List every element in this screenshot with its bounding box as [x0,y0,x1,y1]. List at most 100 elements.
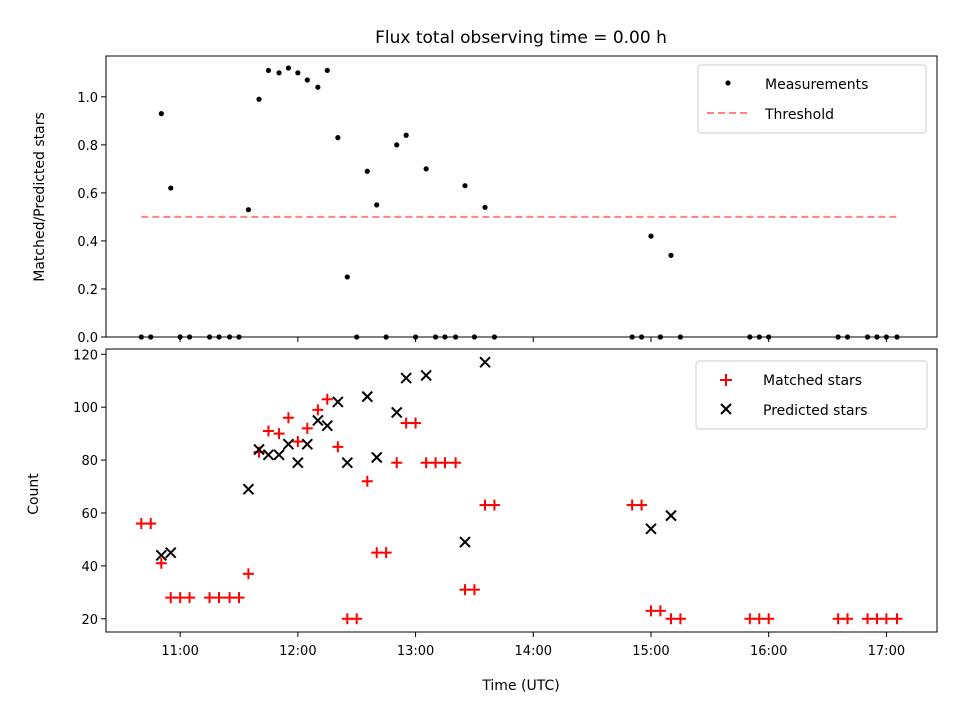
predicted-star-point [665,509,677,522]
legend-predicted-marker [720,403,732,415]
matched-star-point [488,499,500,511]
bottom-y-tick-label: 100 [73,401,98,416]
top-legend-box [697,64,927,134]
bottom-y-tick-label: 60 [81,507,98,522]
measurement-point [374,202,380,208]
predicted-star-point [361,390,374,403]
matched-star-point [753,613,765,625]
legend-measurements-marker [725,80,731,86]
matched-star-point [439,457,451,469]
matched-star-point [351,613,363,625]
top-y-tick-label: 1.0 [77,91,98,106]
matched-star-point [361,475,373,487]
predicted-star-point [262,449,275,461]
matched-star-point [262,425,274,437]
predicted-star-point [253,443,265,456]
matched-star-point [174,592,186,604]
measurement-point [265,67,272,74]
legend-threshold-label: Threshold [764,107,834,123]
legend-predicted-label: Predicted stars [763,403,868,419]
top-y-tick-label: 0.0 [77,331,98,346]
matched-star-point [282,412,294,424]
matched-star-point [242,568,254,580]
predicted-star-point [165,546,177,559]
matched-star-point [468,584,480,596]
predicted-star-point [292,457,304,469]
matched-star-point [273,428,285,440]
top-y-tick-label: 0.4 [77,235,98,250]
measurement-point [168,185,174,191]
matched-star-point [842,613,854,625]
measurement-point [285,65,292,71]
matched-star-point [224,592,236,604]
measurement-point [462,183,468,189]
matched-star-point [420,457,432,469]
measurement-point [295,70,301,76]
predicted-star-point [242,483,255,495]
top-axes-frame [105,55,938,338]
bottom-y-axis-label: Count [26,473,42,515]
matched-star-point [145,518,157,530]
measurement-point [394,142,400,148]
measurement-point [648,233,654,239]
matched-star-point [233,592,245,604]
predicted-star-point [459,536,471,548]
predicted-star-point [341,457,354,469]
top-chart-title: Flux total observing time = 0.00 h [375,28,667,48]
measurement-point [344,274,350,280]
predicted-star-point [371,451,383,464]
matched-star-point [674,613,686,625]
top-legend: Measurements Threshold [697,64,927,134]
matched-star-point [654,605,666,617]
measurement-point [315,84,321,90]
x-tick-label: 14:00 [515,644,552,659]
legend-matched-marker [720,374,732,386]
matched-star-point [332,441,344,453]
bottom-y-tick-label: 120 [73,348,98,363]
matched-star-point [213,592,225,604]
top-y-axis-label: Matched/Predicted stars [32,112,48,282]
matched-star-point [204,592,216,604]
matched-star-point [165,592,177,604]
predicted-star-point [391,406,403,419]
matched-star-point [321,393,333,405]
matched-star-point [391,457,403,469]
matched-star-point [380,547,392,559]
matched-star-point [626,499,638,511]
bottom-axes: 20 40 60 80 100 120 11:00 12:00 13:00 14:00 15:00 1… [73,348,905,659]
matched-star-point [400,417,412,429]
matched-star-point [832,613,844,625]
x-tick-label: 15:00 [632,644,669,659]
measurement-point [158,111,164,117]
bottom-x-axis-label: Time (UTC) [481,678,559,694]
predicted-star-point [420,369,432,382]
top-axes: 0.0 0.2 0.4 0.6 0.8 1.0 [77,91,887,346]
bottom-y-tick-label: 20 [81,613,98,628]
predicted-star-point [321,419,333,432]
matched-star-point [871,613,883,625]
matched-star-point [645,605,657,617]
bottom-axes-frame [105,348,938,633]
bottom-plot-area [135,356,903,625]
x-tick-label: 16:00 [750,644,787,659]
measurement-point [668,252,674,258]
matched-star-point [479,499,491,511]
measurement-point [364,168,370,174]
bottom-legend: Matched stars Predicted stars [695,360,928,430]
bottom-y-tick-label: 40 [81,560,98,575]
measurement-point [304,77,310,83]
matched-star-point [135,518,147,530]
measurement-point [482,204,488,210]
measurement-point [423,166,429,172]
top-y-tick-label: 0.2 [77,283,98,298]
matched-star-point [665,613,677,625]
predicted-star-point [155,549,168,562]
bottom-legend-box [695,360,928,430]
matched-star-point [862,613,874,625]
matched-star-point [880,613,892,625]
predicted-star-point [282,438,295,450]
matched-star-point [312,404,324,416]
predicted-star-point [301,438,313,450]
top-y-tick-label: 0.6 [77,187,98,202]
